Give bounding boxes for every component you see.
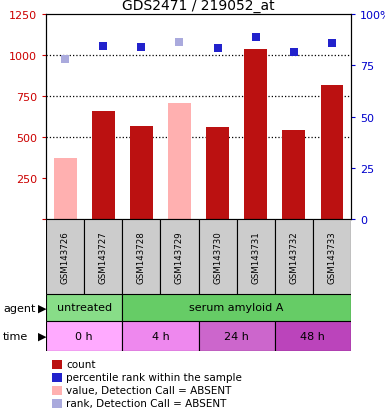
Text: GSM143728: GSM143728 — [137, 230, 146, 283]
Bar — [206, 128, 229, 219]
Text: agent: agent — [3, 303, 35, 313]
Bar — [130, 127, 153, 219]
Point — [291, 49, 297, 56]
Bar — [244, 50, 267, 219]
Text: ▶: ▶ — [38, 331, 47, 341]
Text: GSM143730: GSM143730 — [213, 230, 222, 283]
Point — [253, 35, 259, 41]
Point — [176, 40, 182, 46]
Bar — [161, 219, 199, 294]
Bar — [275, 321, 351, 351]
Bar — [168, 103, 191, 219]
Text: 0 h: 0 h — [75, 331, 93, 341]
Bar — [275, 219, 313, 294]
Text: rank, Detection Call = ABSENT: rank, Detection Call = ABSENT — [66, 398, 226, 408]
Point — [214, 45, 221, 52]
Bar — [313, 219, 351, 294]
Bar — [122, 219, 161, 294]
Bar — [237, 219, 275, 294]
Text: 48 h: 48 h — [300, 331, 325, 341]
Bar — [54, 159, 77, 219]
Point — [100, 43, 106, 50]
Text: value, Detection Call = ABSENT: value, Detection Call = ABSENT — [66, 385, 231, 395]
Text: GSM143732: GSM143732 — [289, 230, 298, 283]
Point — [329, 40, 335, 47]
Text: untreated: untreated — [57, 303, 112, 313]
Text: serum amyloid A: serum amyloid A — [189, 303, 284, 313]
Text: count: count — [66, 359, 95, 369]
Point — [138, 44, 144, 51]
Bar — [320, 85, 343, 219]
Text: 4 h: 4 h — [152, 331, 169, 341]
Text: 24 h: 24 h — [224, 331, 249, 341]
Bar — [199, 321, 275, 351]
Text: GSM143727: GSM143727 — [99, 230, 108, 283]
Bar — [199, 219, 237, 294]
Point — [62, 57, 68, 63]
Text: percentile rank within the sample: percentile rank within the sample — [66, 372, 242, 382]
Bar — [46, 219, 84, 294]
Text: GSM143726: GSM143726 — [60, 230, 70, 283]
Bar — [46, 321, 122, 351]
Bar — [92, 112, 115, 219]
Bar — [84, 219, 122, 294]
Text: GSM143731: GSM143731 — [251, 230, 260, 283]
Text: ▶: ▶ — [38, 303, 47, 313]
Text: GSM143733: GSM143733 — [327, 230, 336, 283]
Text: GSM143729: GSM143729 — [175, 230, 184, 283]
Title: GDS2471 / 219052_at: GDS2471 / 219052_at — [122, 0, 275, 12]
Bar — [122, 321, 199, 351]
Bar — [46, 294, 122, 321]
Bar — [122, 294, 351, 321]
Bar — [282, 131, 305, 219]
Text: time: time — [3, 331, 28, 341]
